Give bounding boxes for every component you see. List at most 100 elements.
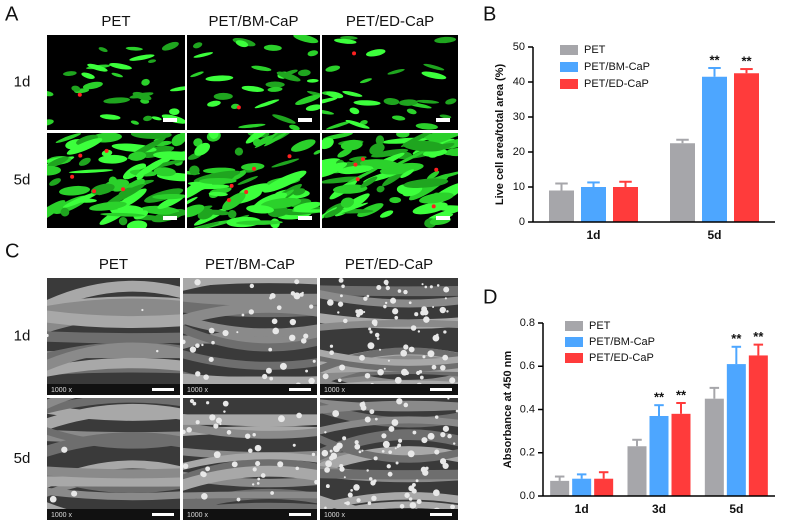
particle — [443, 286, 450, 293]
particle — [325, 460, 332, 468]
particle — [337, 378, 342, 383]
cell — [403, 178, 449, 188]
particle — [384, 442, 390, 448]
particle — [368, 477, 373, 481]
particle — [369, 409, 375, 415]
cell — [326, 120, 352, 130]
cell — [264, 133, 287, 147]
particle — [427, 432, 435, 440]
cell — [306, 78, 319, 83]
bar — [704, 398, 724, 496]
particle — [294, 279, 300, 285]
cell — [340, 139, 363, 151]
particle — [324, 467, 330, 473]
cell — [151, 116, 162, 121]
panel-label: B — [483, 3, 496, 25]
particle — [206, 401, 210, 405]
particle — [403, 289, 408, 295]
fluorescence-image — [187, 35, 320, 130]
particle — [345, 501, 350, 506]
particle — [195, 343, 200, 348]
particle — [236, 497, 241, 502]
particle — [366, 294, 370, 298]
cell — [190, 71, 204, 78]
cell — [375, 135, 385, 146]
cell — [109, 63, 132, 70]
row-label: 1d — [14, 73, 31, 90]
particle — [432, 306, 435, 309]
error-bar — [740, 68, 753, 74]
cell — [383, 98, 400, 106]
cell — [359, 78, 372, 84]
cell — [128, 151, 147, 161]
fluorescence-image — [47, 35, 185, 130]
particle — [324, 431, 327, 434]
magnification: 1000 x — [51, 387, 73, 394]
cell — [193, 184, 230, 190]
error-bar — [731, 345, 742, 365]
particle — [450, 504, 455, 510]
particle — [391, 419, 399, 426]
caption-strip — [320, 509, 458, 520]
particle — [262, 373, 268, 380]
particle — [387, 471, 393, 477]
cell — [340, 36, 358, 40]
cell — [376, 185, 385, 193]
cell — [272, 114, 296, 124]
particle — [401, 353, 404, 357]
error-bar — [676, 138, 689, 144]
cell — [241, 163, 265, 171]
particle — [49, 495, 57, 503]
caption-strip — [183, 384, 317, 395]
bar — [748, 355, 768, 496]
cell — [254, 99, 280, 109]
particle — [427, 350, 435, 358]
significance: ** — [753, 329, 764, 344]
particle — [321, 449, 329, 457]
fiber — [320, 349, 458, 366]
fiber — [47, 331, 180, 344]
cell — [293, 201, 320, 211]
x-tick-label: 5d — [707, 228, 721, 242]
particle — [201, 471, 207, 478]
cell — [271, 158, 300, 168]
particle — [419, 375, 424, 380]
fiber — [47, 403, 180, 430]
cell — [338, 165, 374, 175]
particle — [373, 456, 378, 461]
cell — [426, 170, 440, 180]
particle — [305, 369, 309, 373]
legend-label: PET/ED-CaP — [584, 78, 649, 90]
particle — [367, 342, 375, 350]
cell — [322, 176, 363, 184]
cell — [416, 99, 440, 104]
dead-cell — [226, 198, 231, 203]
fiber — [183, 324, 317, 352]
particle — [408, 301, 412, 305]
fluorescence-image — [187, 133, 320, 228]
dead-cell — [92, 189, 97, 194]
particle — [386, 464, 391, 469]
cell — [169, 108, 180, 116]
cell — [263, 170, 307, 193]
particle — [364, 373, 371, 379]
particle — [222, 329, 229, 337]
dead-cell — [355, 177, 360, 182]
error-bar — [576, 473, 587, 479]
fluorescence-image — [322, 133, 458, 228]
cell — [322, 162, 348, 178]
y-axis-label: Absorbance at 450 nm — [502, 351, 514, 469]
particle — [414, 312, 419, 317]
particle — [343, 476, 346, 479]
particle — [394, 315, 399, 320]
magnification: 1000 x — [187, 387, 209, 394]
y-tick-label: 0.0 — [520, 490, 535, 502]
fiber — [183, 328, 317, 350]
particle — [332, 410, 340, 417]
cell — [423, 133, 458, 141]
fiber — [47, 466, 180, 479]
particle — [447, 398, 450, 400]
particle — [434, 449, 440, 455]
cell — [435, 205, 458, 212]
particle — [354, 440, 359, 445]
